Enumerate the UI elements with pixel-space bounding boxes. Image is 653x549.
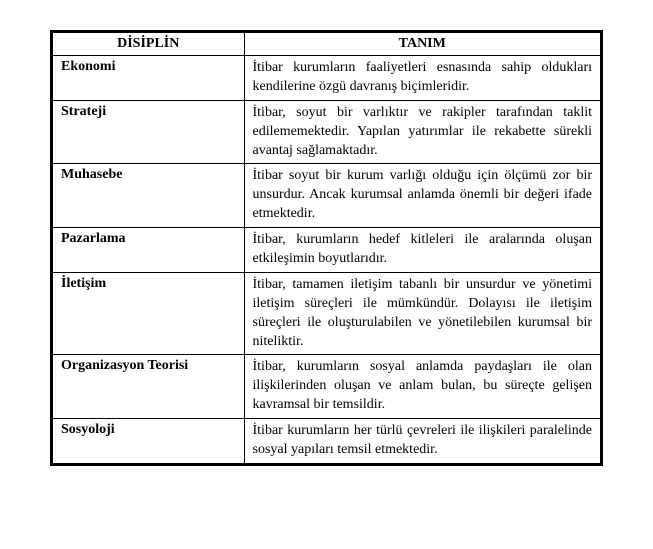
table-row: Sosyoloji İtibar kurumların her türlü çe… [52,419,602,465]
table-row: Muhasebe İtibar soyut bir kurum varlığı … [52,164,602,228]
header-discipline: DİSİPLİN [52,32,245,56]
definition-cell: İtibar, soyut bir varlıktır ve rakipler … [244,100,602,164]
discipline-cell: Pazarlama [52,228,245,273]
table-row: Pazarlama İtibar, kurumların hedef kitle… [52,228,602,273]
discipline-cell: Ekonomi [52,56,245,101]
table-row: Organizasyon Teorisi İtibar, kurumların … [52,355,602,419]
definition-cell: İtibar kurumların her türlü çevreleri il… [244,419,602,465]
definition-cell: İtibar kurumların faaliyetleri esnasında… [244,56,602,101]
discipline-cell: Organizasyon Teorisi [52,355,245,419]
table-row: Ekonomi İtibar kurumların faaliyetleri e… [52,56,602,101]
header-definition: TANIM [244,32,602,56]
discipline-cell: Muhasebe [52,164,245,228]
definition-cell: İtibar, kurumların hedef kitleleri ile a… [244,228,602,273]
definitions-table: DİSİPLİN TANIM Ekonomi İtibar kurumların… [50,30,603,466]
definition-cell: İtibar soyut bir kurum varlığı olduğu iç… [244,164,602,228]
table-row: Strateji İtibar, soyut bir varlıktır ve … [52,100,602,164]
table-row: İletişim İtibar, tamamen iletişim tabanl… [52,272,602,355]
discipline-cell: Sosyoloji [52,419,245,465]
definition-cell: İtibar, kurumların sosyal anlamda paydaş… [244,355,602,419]
discipline-cell: Strateji [52,100,245,164]
discipline-cell: İletişim [52,272,245,355]
table-header-row: DİSİPLİN TANIM [52,32,602,56]
definition-cell: İtibar, tamamen iletişim tabanlı bir uns… [244,272,602,355]
